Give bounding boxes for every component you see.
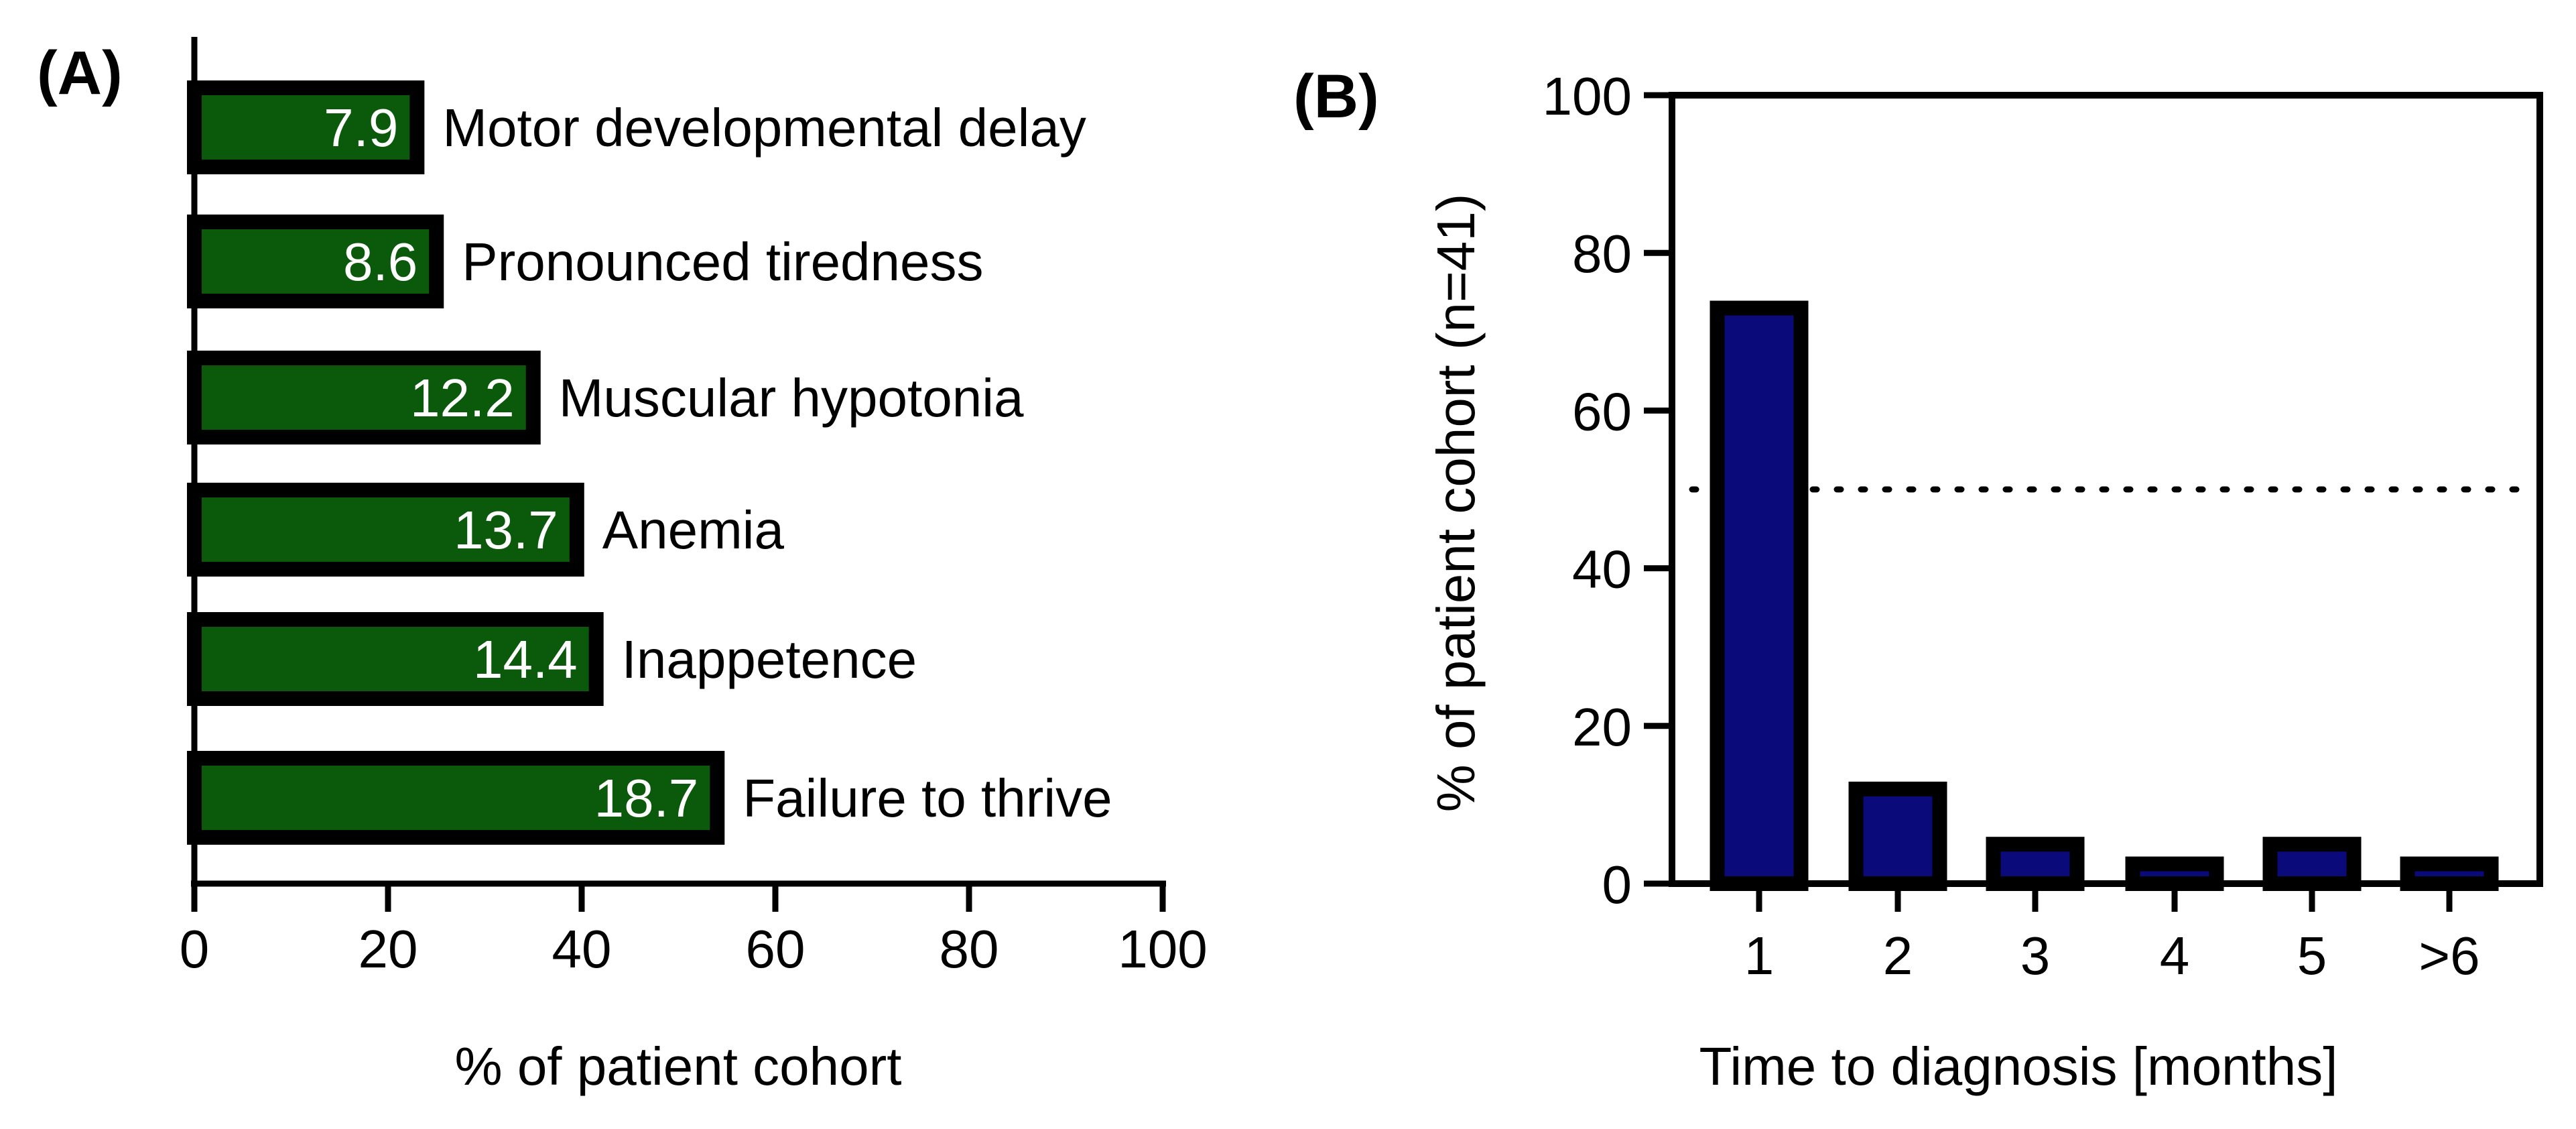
x-tick-label: >6 [2419, 926, 2480, 986]
y-tick-label: 80 [1572, 224, 1632, 284]
panel-b-axes: 1 2 3 4 5 >6 0 20 40 60 80 100 [1543, 66, 2543, 986]
panel-a-bars: 7.9 Motor developmental delay 8.6 Pronounce… [187, 80, 1112, 845]
y-tick-label: 0 [1602, 855, 1632, 914]
panel-b-x-axis-title: Time to diagnosis [months] [1699, 1036, 2337, 1096]
category-label: Anemia [602, 500, 785, 560]
x-tick-label: 1 [1744, 926, 1775, 986]
bar-value-label: 13.7 [454, 500, 558, 560]
x-tick-label: 3 [2020, 926, 2051, 986]
x-tick-label: 40 [552, 919, 612, 979]
y-tick-label: 20 [1572, 697, 1632, 757]
x-tick-label: 2 [1883, 926, 1913, 986]
bar-3 [1986, 837, 2085, 891]
bar-1 [1710, 300, 1809, 891]
category-label: Muscular hypotonia [559, 368, 1024, 428]
panel-b-chart: (B) 1 2 3 4 5 >6 0 20 40 60 80 100 Time to diagnosi… [1293, 62, 2543, 1096]
x-tick-label: 5 [2297, 926, 2327, 986]
panel-b-bars [1689, 300, 2523, 891]
y-tick-label: 60 [1572, 381, 1632, 441]
x-tick-label: 80 [940, 919, 999, 979]
x-tick-label: 20 [359, 919, 418, 979]
y-tick-label: 40 [1572, 540, 1632, 599]
x-tick-label: 100 [1118, 919, 1207, 979]
panel-a-axes: 0 20 40 60 80 100 [180, 37, 1208, 979]
bar-value-label: 7.9 [324, 98, 398, 158]
category-label: Motor developmental delay [442, 98, 1086, 158]
bar-2 [1848, 781, 1947, 891]
x-tick-label: 60 [746, 919, 806, 979]
x-tick-label: 4 [2160, 926, 2190, 986]
panel-a-label: (A) [37, 39, 123, 107]
panel-a-x-axis-title: % of patient cohort [454, 1036, 901, 1096]
bar-5 [2262, 837, 2362, 891]
category-label: Inappetence [622, 630, 917, 689]
y-tick-label: 100 [1543, 66, 1632, 126]
panel-b-plot-frame [1669, 92, 2543, 887]
x-tick-label: 0 [180, 919, 210, 979]
bar-value-label: 18.7 [594, 768, 699, 828]
category-label: Failure to thrive [743, 768, 1112, 828]
panel-b-y-axis-title: % of patient cohort (n=41) [1426, 194, 1486, 813]
bar-2 [187, 215, 444, 308]
panel-b-label: (B) [1293, 62, 1379, 131]
bar-value-label: 14.4 [473, 630, 578, 689]
panel-a-chart: (A) 7.9 Motor developmental delay 8.6 Prono… [37, 37, 1208, 1096]
category-label: Pronounced tiredness [462, 232, 983, 292]
bar-value-label: 8.6 [343, 232, 417, 292]
bar-value-label: 12.2 [410, 368, 515, 428]
